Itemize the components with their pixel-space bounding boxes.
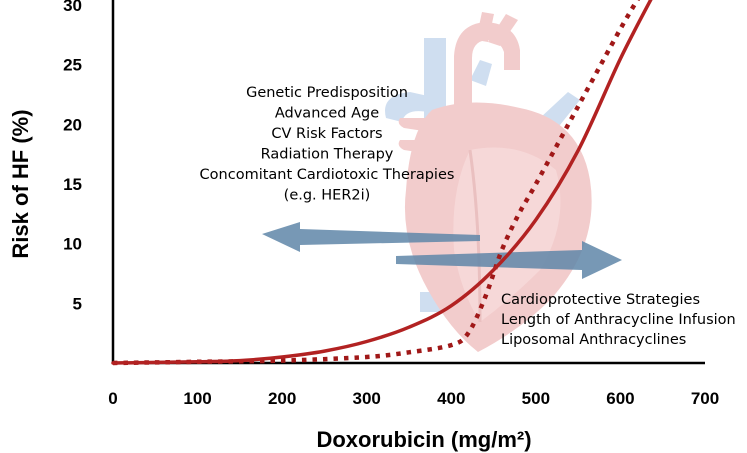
y-axis-label: Risk of HF (%) (8, 109, 33, 258)
x-tick-label: 600 (606, 389, 634, 408)
left-arrow-icon (262, 222, 480, 252)
x-axis-label: Doxorubicin (mg/m²) (316, 427, 531, 452)
annotation-line: Length of Anthracycline Infusion (501, 312, 736, 328)
y-tick-label: 25 (63, 56, 82, 75)
y-tick-label: 15 (63, 175, 82, 194)
arrow-group (262, 222, 622, 279)
series-solid-line (111, 0, 653, 365)
annotation-line: Concomitant Cardiotoxic Therapies (200, 167, 455, 183)
risk-factors-annotation: Genetic Predisposition Advanced Age CV Ris… (200, 85, 455, 204)
x-tick-label: 100 (183, 389, 211, 408)
annotation-line: CV Risk Factors (271, 126, 382, 142)
x-tick-label: 500 (522, 389, 550, 408)
x-tick-label: 400 (437, 389, 465, 408)
x-tick-label: 200 (268, 389, 296, 408)
y-tick-label: 5 (73, 294, 82, 313)
y-tick-labels: 5 10 15 20 25 30 (63, 0, 82, 313)
annotation-line: (e.g. HER2i) (284, 188, 371, 204)
annotation-line: Liposomal Anthracyclines (501, 332, 686, 348)
y-tick-label: 10 (63, 235, 82, 254)
y-tick-label: 20 (63, 115, 82, 134)
x-tick-labels: 0 100 200 300 400 500 600 700 (108, 389, 719, 408)
annotation-line: Radiation Therapy (261, 147, 394, 163)
annotation-line: Genetic Predisposition (246, 85, 408, 101)
y-tick-label: 30 (63, 0, 82, 15)
x-tick-label: 700 (691, 389, 719, 408)
x-tick-label: 0 (108, 389, 117, 408)
right-arrow-icon (396, 241, 622, 279)
protective-factors-annotation: Cardioprotective Strategies Length of Ant… (501, 292, 736, 348)
annotation-line: Cardioprotective Strategies (501, 292, 700, 308)
annotation-line: Advanced Age (275, 106, 379, 122)
series-dotted-line (112, 0, 640, 366)
x-tick-label: 300 (353, 389, 381, 408)
